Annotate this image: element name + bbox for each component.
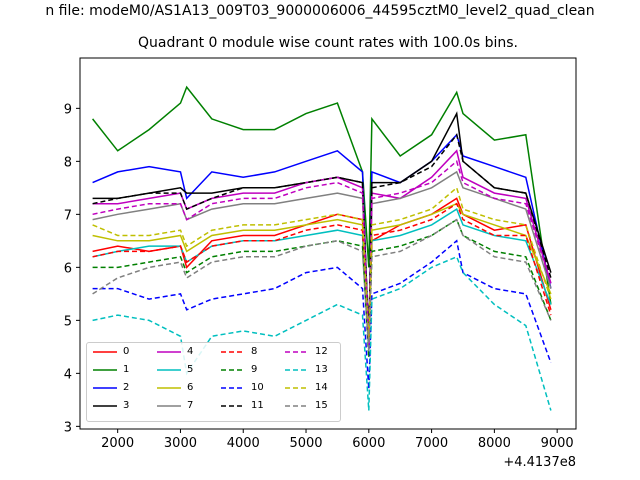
legend-swatch	[285, 386, 309, 389]
y-tick-label: 9	[64, 102, 72, 117]
legend-label: 10	[251, 382, 264, 393]
legend-swatch	[285, 404, 309, 407]
legend-label: 9	[251, 364, 258, 375]
legend-label: 0	[123, 346, 130, 357]
legend-swatch	[157, 404, 181, 407]
y-tick-label: 3	[64, 420, 72, 435]
legend-swatch	[221, 386, 245, 389]
series-line-14	[92, 186, 552, 342]
legend-label: 5	[187, 364, 194, 375]
legend-item-7: 7	[157, 400, 193, 411]
legend: 0 1 2 3 4 5 6 7 8 9 10 11 12 13 14 15	[86, 342, 341, 422]
legend-swatch	[221, 350, 245, 353]
legend-label: 12	[315, 346, 328, 357]
legend-item-12: 12	[285, 346, 328, 357]
legend-swatch	[157, 350, 181, 353]
legend-label: 11	[251, 400, 264, 411]
x-tick-label: 5000	[289, 436, 322, 451]
legend-item-3: 3	[93, 400, 129, 411]
legend-label: 14	[315, 382, 328, 393]
x-tick-label: 2000	[101, 436, 134, 451]
legend-label: 2	[123, 382, 130, 393]
legend-label: 4	[187, 346, 194, 357]
x-tick-label: 8000	[478, 436, 511, 451]
legend-swatch	[221, 368, 245, 371]
y-tick-label: 5	[64, 314, 72, 329]
x-tick-label: 4000	[227, 436, 260, 451]
x-tick-label: 3000	[164, 436, 197, 451]
legend-label: 13	[315, 364, 328, 375]
legend-label: 8	[251, 346, 258, 357]
legend-swatch	[157, 386, 181, 389]
y-axis-ticks: 3 4 5 6 7 8 9	[64, 102, 80, 435]
series-line-9	[92, 218, 552, 358]
series-line-12	[92, 159, 552, 347]
legend-label: 1	[123, 364, 130, 375]
x-offset-label: +4.4137e8	[503, 455, 576, 470]
legend-item-9: 9	[221, 364, 257, 375]
series-line-11	[92, 133, 552, 342]
x-axis-ticks: 2000 3000 4000 5000 6000 7000 8000 9000	[101, 429, 574, 451]
axes-frame	[79, 57, 577, 430]
legend-item-11: 11	[221, 400, 264, 411]
plot-lines	[92, 85, 552, 411]
legend-item-15: 15	[285, 400, 328, 411]
legend-swatch	[93, 368, 117, 371]
legend-swatch	[93, 350, 117, 353]
legend-item-8: 8	[221, 346, 257, 357]
x-tick-label: 6000	[352, 436, 385, 451]
legend-label: 15	[315, 400, 328, 411]
legend-swatch	[93, 386, 117, 389]
legend-item-14: 14	[285, 382, 328, 393]
legend-label: 7	[187, 400, 194, 411]
series-line-2	[92, 133, 552, 347]
series-line-6	[92, 202, 552, 337]
legend-swatch	[221, 404, 245, 407]
legend-item-5: 5	[157, 364, 193, 375]
legend-item-10: 10	[221, 382, 264, 393]
legend-swatch	[93, 404, 117, 407]
series-line-7	[92, 170, 552, 342]
y-tick-label: 7	[64, 208, 72, 223]
chart-title: Quadrant 0 module wise count rates with …	[138, 35, 518, 51]
legend-swatch	[285, 368, 309, 371]
series-line-15	[92, 218, 552, 353]
legend-item-2: 2	[93, 382, 129, 393]
y-tick-label: 8	[64, 155, 72, 170]
legend-label: 3	[123, 400, 130, 411]
legend-swatch	[285, 350, 309, 353]
legend-item-13: 13	[285, 364, 328, 375]
legend-swatch	[157, 368, 181, 371]
legend-item-0: 0	[93, 346, 129, 357]
series-line-8	[92, 202, 552, 347]
series-line-1	[92, 85, 552, 305]
series-line-10	[92, 239, 552, 390]
legend-item-1: 1	[93, 364, 129, 375]
legend-label: 6	[187, 382, 194, 393]
x-tick-label: 9000	[541, 436, 574, 451]
x-tick-label: 7000	[415, 436, 448, 451]
y-tick-label: 6	[64, 261, 72, 276]
figure-suptitle: n file: modeM0/AS1A13_009T03_9000006006_…	[45, 3, 595, 19]
legend-item-6: 6	[157, 382, 193, 393]
legend-item-4: 4	[157, 346, 193, 357]
y-tick-label: 4	[64, 367, 72, 382]
